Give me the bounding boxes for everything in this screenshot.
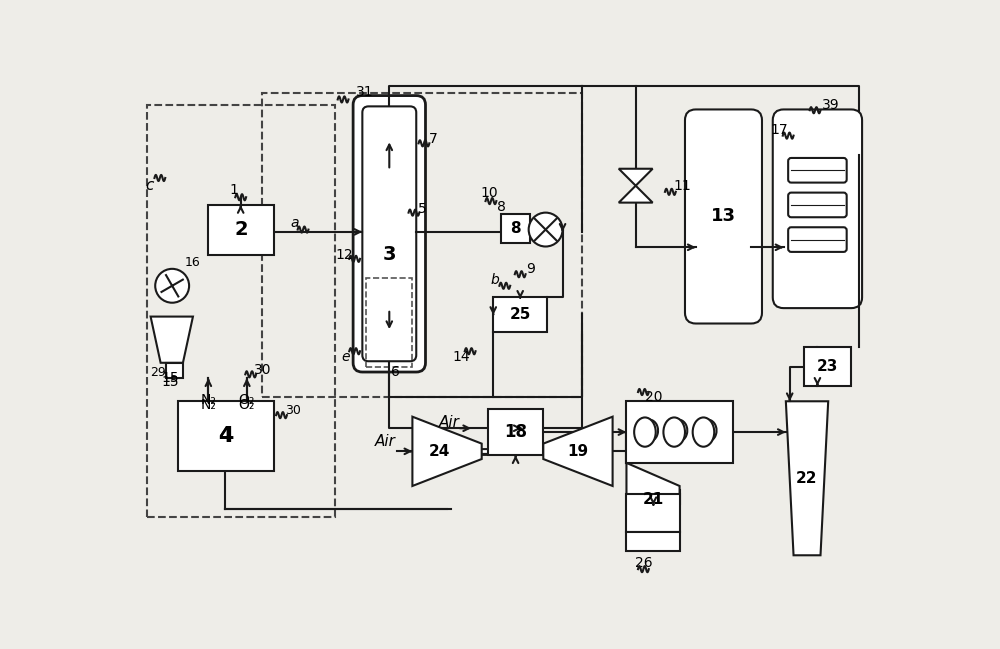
Polygon shape [786, 401, 828, 556]
Bar [208, 205, 274, 255]
Text: b: b [490, 273, 499, 288]
Ellipse shape [634, 417, 656, 447]
Text: e: e [341, 350, 350, 363]
Text: 17: 17 [771, 123, 789, 137]
Text: a: a [290, 215, 299, 230]
Text: 7: 7 [429, 132, 438, 147]
Bar [804, 347, 851, 386]
Circle shape [529, 213, 563, 247]
FancyBboxPatch shape [773, 110, 862, 308]
Text: 15: 15 [161, 371, 179, 385]
Bar [626, 401, 733, 463]
Text: O₂: O₂ [239, 393, 255, 407]
Text: 13: 13 [711, 208, 736, 225]
Bar [493, 297, 547, 332]
Polygon shape [543, 417, 613, 486]
Polygon shape [619, 186, 653, 202]
Text: 25: 25 [510, 307, 531, 322]
Text: 8: 8 [497, 201, 506, 214]
Bar [626, 494, 680, 532]
Text: c: c [145, 178, 153, 193]
Text: 16: 16 [185, 256, 201, 269]
Ellipse shape [663, 417, 685, 447]
Text: 22: 22 [796, 471, 817, 486]
FancyBboxPatch shape [353, 95, 425, 372]
Ellipse shape [693, 417, 714, 447]
Text: 21: 21 [643, 493, 664, 508]
Text: 15: 15 [161, 375, 179, 389]
Bar [626, 532, 680, 552]
Bar [147, 105, 335, 517]
Text: 30: 30 [285, 404, 301, 417]
Bar [166, 363, 183, 378]
Polygon shape [619, 169, 653, 186]
Bar [178, 401, 274, 471]
Text: Air: Air [375, 434, 396, 449]
Text: 6: 6 [391, 365, 400, 379]
Text: 29: 29 [150, 365, 166, 378]
Text: 9: 9 [526, 262, 535, 276]
Text: 30: 30 [254, 363, 271, 378]
Text: 19: 19 [567, 444, 589, 459]
Text: 4: 4 [218, 426, 233, 446]
Bar [488, 409, 543, 455]
Text: 1: 1 [229, 182, 238, 197]
Circle shape [155, 269, 189, 302]
Text: 11: 11 [673, 178, 691, 193]
Text: 26: 26 [635, 556, 652, 570]
FancyBboxPatch shape [788, 227, 847, 252]
Text: 3: 3 [383, 245, 396, 265]
Text: 20: 20 [645, 391, 662, 404]
Text: 23: 23 [817, 359, 838, 374]
Bar [366, 278, 412, 367]
FancyBboxPatch shape [788, 193, 847, 217]
Text: 24: 24 [429, 444, 450, 459]
Text: N₂: N₂ [200, 398, 216, 412]
Text: N₂: N₂ [200, 393, 216, 407]
Text: 12: 12 [336, 248, 353, 262]
Text: 4: 4 [218, 426, 233, 446]
Polygon shape [412, 417, 482, 486]
FancyBboxPatch shape [788, 158, 847, 182]
Bar [262, 93, 582, 397]
Text: 18: 18 [504, 423, 527, 441]
FancyBboxPatch shape [685, 110, 762, 323]
Polygon shape [151, 317, 193, 363]
Bar [501, 214, 530, 243]
Text: 5: 5 [418, 202, 427, 215]
Text: 2: 2 [234, 221, 248, 239]
Text: O₂: O₂ [239, 398, 255, 412]
Text: 39: 39 [822, 98, 839, 112]
Text: 8: 8 [510, 221, 521, 236]
Text: 10: 10 [481, 186, 498, 201]
Polygon shape [626, 463, 680, 517]
Text: Air: Air [439, 415, 460, 430]
Text: 14: 14 [452, 350, 470, 363]
Text: 31: 31 [356, 85, 373, 99]
